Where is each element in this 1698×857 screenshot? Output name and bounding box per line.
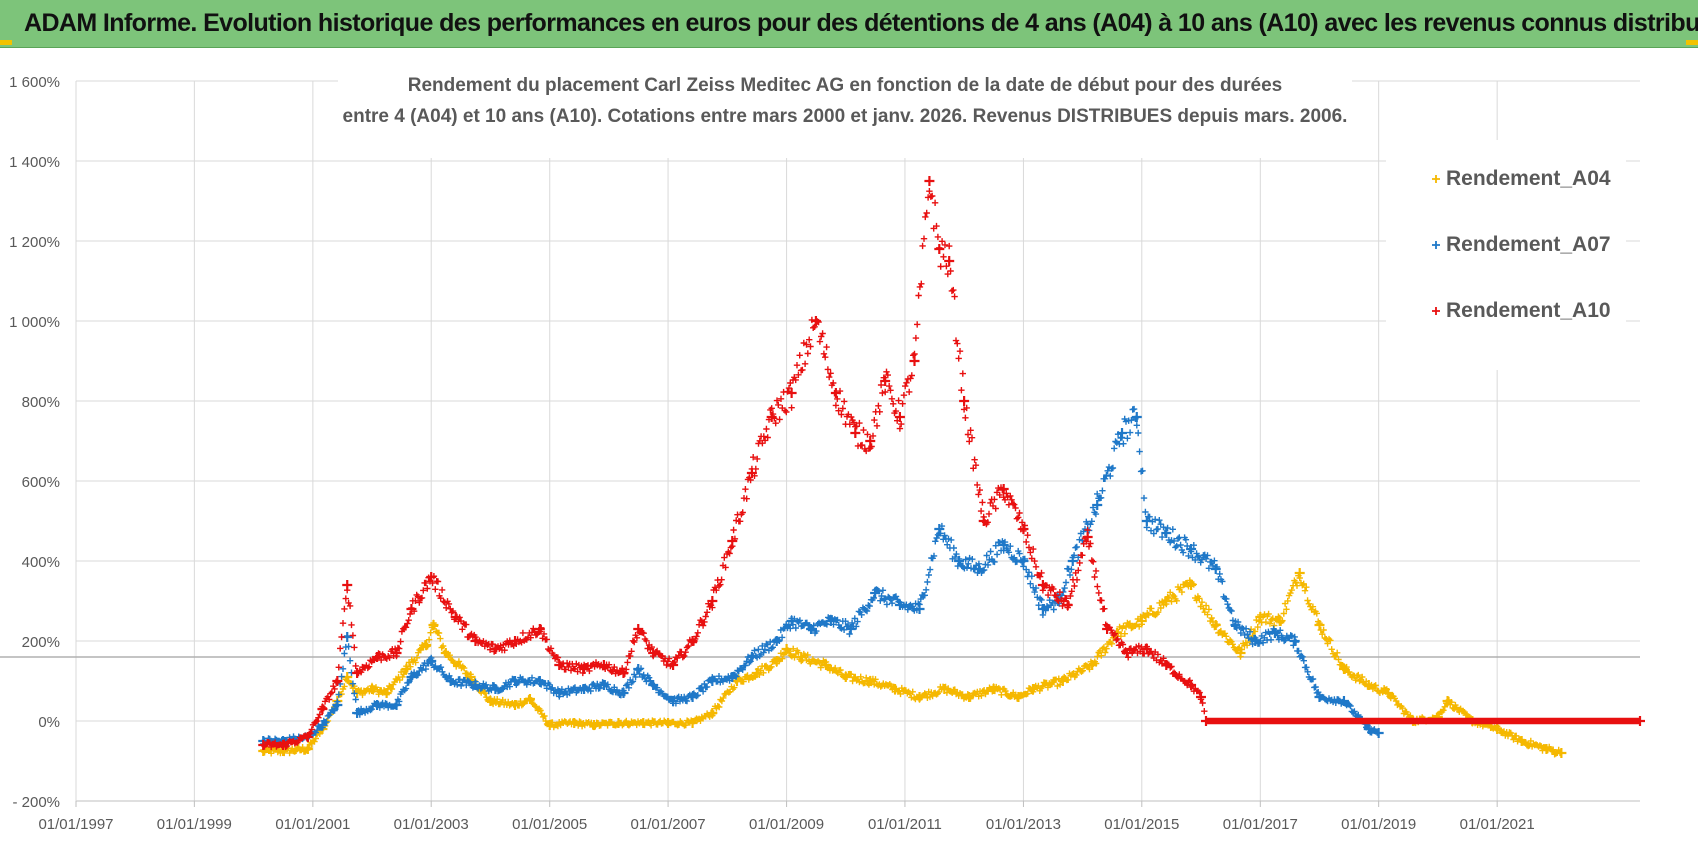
series-Rendement_A10: [258, 176, 1645, 751]
legend-label: Rendement_A10: [1446, 299, 1611, 322]
series-marks: [260, 188, 1642, 751]
data-point: [865, 436, 876, 446]
legend-marker: [1432, 175, 1440, 183]
x-tick-label: 01/01/2021: [1460, 816, 1535, 833]
data-point: [1092, 500, 1103, 510]
chart-title: Rendement du placement Carl Zeiss Medite…: [408, 75, 1283, 96]
y-tick-label: 1 200%: [9, 234, 60, 251]
y-tick-label: 1 000%: [9, 314, 60, 331]
legend-item: Rendement_A10: [1432, 299, 1611, 322]
x-tick-label: 01/01/2011: [868, 816, 942, 833]
y-tick-label: 600%: [22, 474, 60, 491]
y-tick-label: 1 600%: [9, 74, 60, 91]
y-tick-label: 1 400%: [9, 154, 60, 171]
x-tick-label: 01/01/2015: [1104, 816, 1179, 833]
title-box: [338, 66, 1352, 158]
legend-box: [1386, 140, 1626, 370]
x-tick-label: 01/01/2005: [512, 816, 587, 833]
x-tick-label: 01/01/2009: [749, 816, 824, 833]
legend-item: Rendement_A07: [1432, 233, 1611, 256]
legend-marker: [1432, 307, 1440, 315]
y-tick-label: 400%: [22, 554, 60, 571]
data-point: [1131, 412, 1142, 422]
data-point: [944, 256, 955, 266]
corner-marker-top-left: [0, 40, 12, 45]
x-tick-label: 01/01/2019: [1341, 816, 1416, 833]
chart-subtitle: entre 4 (A04) et 10 ans (A10). Cotations…: [343, 106, 1348, 127]
data-point: [924, 176, 935, 186]
x-tick-label: 01/01/1999: [157, 816, 232, 833]
legend-item: Rendement_A04: [1432, 167, 1611, 190]
data-point: [959, 396, 970, 406]
y-tick-label: 0%: [38, 714, 60, 731]
legend-label: Rendement_A07: [1446, 233, 1611, 256]
legend-marker: [1432, 241, 1440, 249]
legend-label: Rendement_A04: [1446, 167, 1611, 190]
y-tick-label: - 200%: [12, 794, 60, 811]
chart-area: - 200% 0% 200% 400% 600% 800% 1 000% 1 200% 1 40…: [0, 48, 1698, 857]
y-tick-label: 800%: [22, 394, 60, 411]
x-tick-label: 01/01/2017: [1223, 816, 1298, 833]
report-title: ADAM Informe. Evolution historique des p…: [24, 9, 1698, 37]
x-tick-label: 01/01/2001: [275, 816, 350, 833]
x-axis: 01/01/1997 01/01/1999 01/01/2001 01/01/2003…: [38, 816, 1534, 833]
x-tick-label: 01/01/2013: [986, 816, 1061, 833]
x-tick-label: 01/01/2007: [631, 816, 706, 833]
y-tick-label: 200%: [22, 634, 60, 651]
report-banner: ADAM Informe. Evolution historique des p…: [0, 0, 1698, 48]
x-tick-label: 01/01/2003: [394, 816, 469, 833]
data-point: [909, 356, 920, 366]
plot-series: [258, 176, 1645, 758]
y-axis: - 200% 0% 200% 400% 600% 800% 1 000% 1 200% 1 40…: [9, 74, 60, 811]
corner-marker-top-right: [1686, 40, 1698, 45]
legend: Rendement_A04 Rendement_A07 Rendement_A10: [1432, 167, 1611, 322]
x-tick-label: 01/01/1997: [38, 816, 113, 833]
